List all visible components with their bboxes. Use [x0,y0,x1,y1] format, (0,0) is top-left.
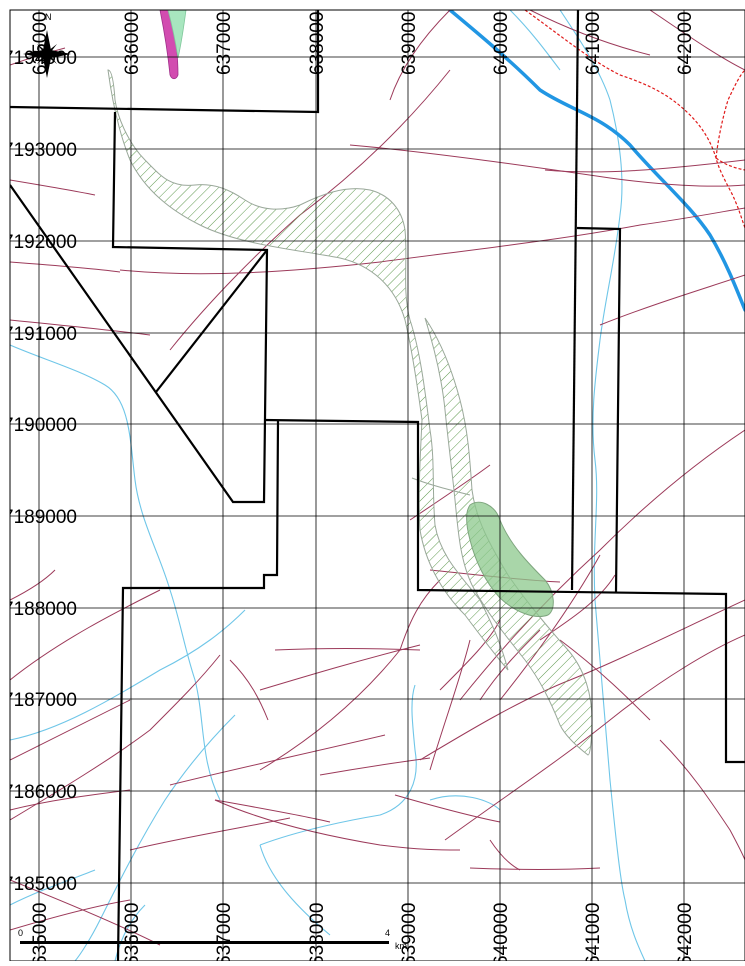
easting-label-top: 638000 [307,12,328,75]
easting-labels-top: 635000 636000 637000 638000 639000 64000… [30,12,696,75]
northing-label: 7188000 [3,599,77,620]
grid [10,10,745,961]
scale-end-label: 4 [385,928,390,938]
easting-label-bottom: 640000 [491,903,512,961]
scale-start-label: 0 [18,928,23,938]
northing-labels: 7194000 7193000 7192000 7191000 7190000 … [3,48,77,895]
northing-label: 7190000 [3,415,77,436]
easting-label-top: 637000 [214,12,235,75]
northing-label: 7186000 [3,782,77,803]
easting-label-top: 640000 [491,12,512,75]
northing-label: 7192000 [3,232,77,253]
northing-label: 7187000 [3,690,77,711]
north-arrow [23,30,71,78]
hatched-unit-east [424,317,593,756]
northing-label: 7191000 [3,324,77,345]
easting-label-top: 642000 [675,12,696,75]
green-unit-top [167,10,187,59]
north-label: N [45,12,52,22]
map-frame [10,10,745,961]
northing-label: 7193000 [3,140,77,161]
easting-label-bottom: 637000 [214,903,235,961]
easting-label-bottom: 635000 [30,903,51,961]
easting-label-top: 636000 [122,12,143,75]
easting-labels-bottom: 635000 636000 637000 638000 639000 64000… [30,903,696,961]
scale-unit-label: km [395,941,407,951]
easting-label-bottom: 639000 [399,903,420,961]
easting-label-top: 635000 [30,12,51,75]
easting-label-bottom: 636000 [122,903,143,961]
streams [10,10,646,961]
easting-label-bottom: 641000 [583,903,604,961]
easting-label-top: 639000 [399,12,420,75]
northing-label: 7185000 [3,874,77,895]
northing-label: 7194000 [3,48,77,69]
easting-label-top: 641000 [583,12,604,75]
river [448,10,745,312]
northing-label: 7189000 [3,507,77,528]
dashed-boundary [524,10,745,229]
hatched-unit [107,69,509,671]
easting-label-bottom: 638000 [307,903,328,961]
tenement-boundaries [10,10,745,961]
scale-bar: 0 4 km [18,928,407,951]
easting-label-bottom: 642000 [675,903,696,961]
